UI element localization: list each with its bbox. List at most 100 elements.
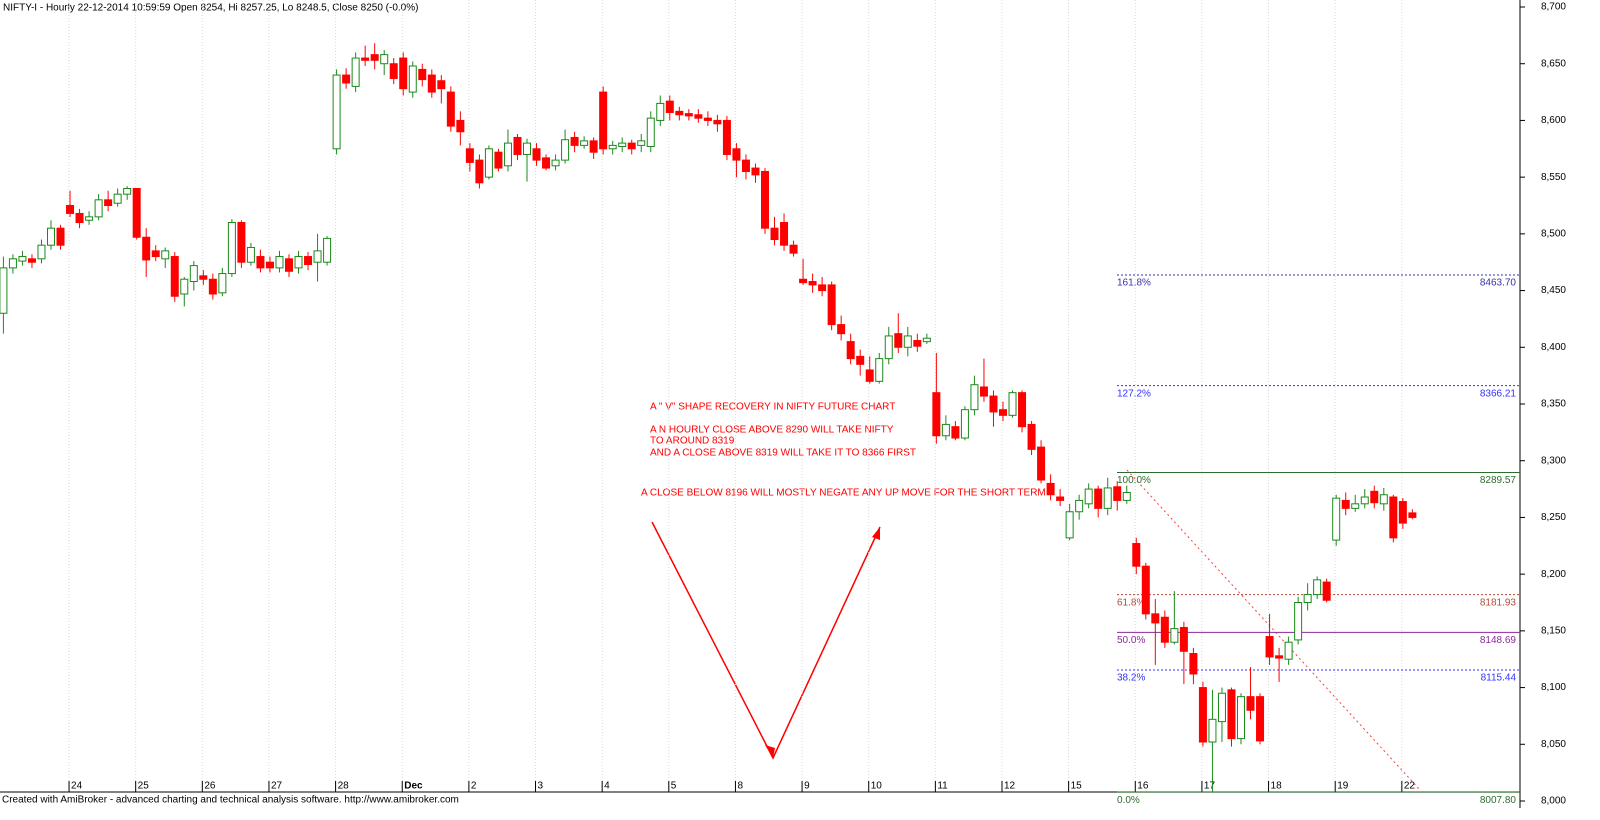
candle-body — [494, 151, 503, 169]
candle-body — [142, 236, 151, 261]
candle-body — [389, 63, 398, 79]
candle-body — [1341, 499, 1350, 509]
fib-ratio: 61.8% — [1117, 597, 1145, 608]
candle-body — [123, 187, 132, 195]
candle-body — [199, 275, 208, 280]
candle-body — [484, 148, 493, 178]
candle-body — [456, 119, 465, 133]
candle-body — [37, 244, 46, 260]
candle-body — [1037, 446, 1046, 481]
candle-body — [656, 102, 665, 121]
candle-body — [285, 258, 293, 272]
candle-body — [1094, 488, 1103, 509]
y-tick-label: 8,600 — [1541, 115, 1566, 126]
candle-body — [418, 68, 427, 81]
candle-body — [827, 284, 836, 326]
y-tick-label: 8,050 — [1541, 739, 1566, 750]
candle-body — [684, 113, 693, 117]
candle-body — [304, 256, 313, 265]
candle-body — [532, 148, 541, 161]
candle-body — [970, 384, 979, 411]
candle-body — [732, 148, 741, 161]
candle-body — [741, 159, 750, 172]
footer: Created with AmiBroker - advanced charti… — [2, 795, 459, 806]
candle-body — [399, 57, 408, 90]
candle-body — [503, 142, 512, 167]
candle-body — [1246, 696, 1255, 711]
candle-body — [989, 395, 998, 413]
candle-body — [427, 74, 436, 93]
candle-body — [113, 193, 122, 204]
candle-body — [1046, 482, 1055, 496]
candle-body — [8, 258, 17, 269]
candle-body — [370, 54, 379, 61]
candle-body — [1313, 579, 1322, 596]
candle-body — [856, 355, 865, 365]
y-tick-label: 8,450 — [1541, 285, 1566, 296]
candle-body — [446, 91, 455, 127]
candle-body — [151, 250, 160, 258]
candle-body — [75, 212, 84, 224]
fib-value: 8007.80 — [1480, 795, 1517, 806]
annotation: A " V" SHAPE RECOVERY IN NIFTY FUTURE CH… — [650, 402, 895, 413]
candle-body — [751, 167, 760, 176]
candle-body — [246, 246, 255, 263]
candle-body — [846, 341, 855, 360]
candle-body — [132, 187, 141, 238]
candle-body — [94, 199, 103, 218]
x-tick-label: 19 — [1337, 781, 1349, 792]
x-tick-label: 25 — [138, 781, 150, 792]
candle-body — [780, 222, 789, 246]
fib-ratio: 100.0% — [1117, 475, 1151, 486]
annotation: AND A CLOSE ABOVE 8319 WILL TAKE IT TO 8… — [650, 448, 916, 459]
candle-body — [323, 237, 332, 263]
candle-body — [342, 74, 351, 84]
candle-body — [770, 227, 779, 241]
candle-body — [1322, 581, 1331, 601]
candle-body — [608, 144, 617, 150]
candle-body — [637, 140, 646, 146]
candle-body — [1303, 594, 1312, 603]
y-tick-label: 8,650 — [1541, 58, 1566, 69]
candle-body — [189, 265, 198, 282]
annotation: A N HOURLY CLOSE ABOVE 8290 WILL TAKE NI… — [650, 425, 894, 436]
candle-body — [1360, 496, 1369, 505]
x-tick-label: 11 — [937, 781, 948, 792]
candle-body — [722, 119, 731, 155]
arrow-head — [765, 745, 775, 758]
candle-body — [922, 337, 931, 343]
y-tick-label: 8,150 — [1541, 625, 1566, 636]
fib-ratio: 127.2% — [1117, 388, 1151, 399]
x-tick-label: 15 — [1071, 781, 1083, 792]
candle-body — [894, 333, 903, 348]
candle-body — [1351, 503, 1360, 509]
candle-body — [941, 423, 950, 437]
x-tick-label: 2 — [471, 781, 477, 792]
candle-body — [818, 284, 827, 292]
candle-body — [332, 74, 341, 150]
y-tick-label: 8,700 — [1541, 2, 1566, 13]
candle-body — [475, 159, 484, 184]
candle-body — [523, 142, 531, 155]
candle-body — [694, 114, 703, 119]
candle-body — [1132, 543, 1141, 567]
candle-body — [208, 278, 217, 295]
candle-body — [1294, 602, 1303, 641]
x-tick-label: 16 — [1137, 781, 1149, 792]
x-tick-label: 24 — [71, 781, 83, 792]
candle-body — [675, 110, 684, 116]
candle-body — [18, 256, 27, 262]
candle-body — [227, 222, 236, 275]
candle-body — [56, 227, 65, 246]
candle-body — [627, 142, 636, 150]
candle-body — [1208, 718, 1217, 743]
fib-ratio: 38.2% — [1117, 673, 1145, 684]
fib-value: 8148.69 — [1480, 635, 1517, 646]
candle-body — [265, 261, 274, 269]
candle-body — [104, 199, 113, 206]
candle-body — [561, 139, 570, 161]
x-tick-label: 9 — [804, 781, 810, 792]
candle-body — [85, 216, 94, 221]
candle-body — [1256, 696, 1265, 742]
candle-body — [27, 258, 36, 263]
